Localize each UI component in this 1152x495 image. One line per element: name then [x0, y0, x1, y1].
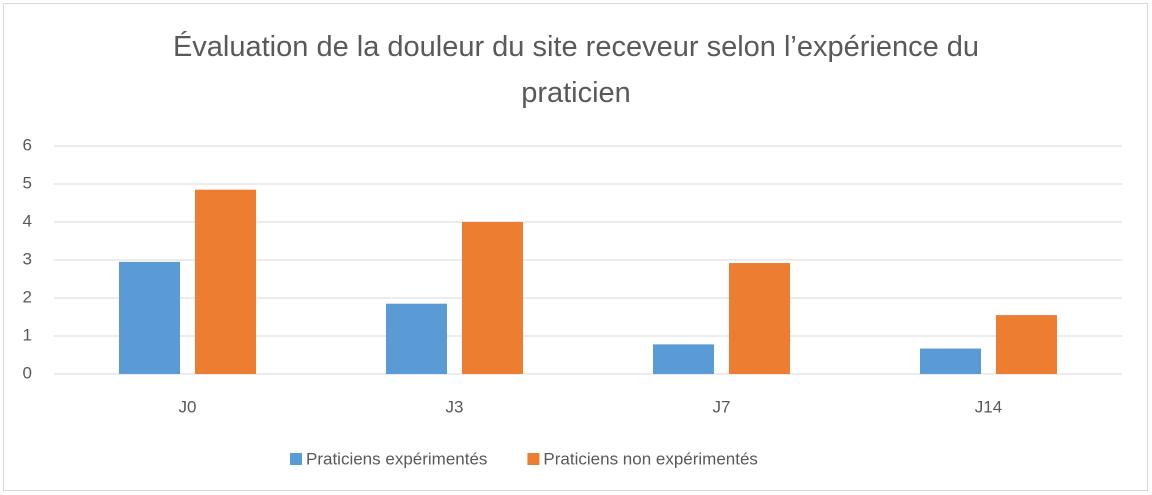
bar: [462, 222, 523, 374]
x-tick-label: J3: [446, 397, 464, 416]
y-tick-label: 0: [23, 363, 32, 382]
x-tick-label: J0: [179, 397, 197, 416]
bar: [996, 315, 1057, 374]
x-tick-label: J7: [713, 397, 731, 416]
y-tick-label: 5: [23, 173, 32, 192]
y-tick-label: 1: [23, 325, 32, 344]
chart-title: Évaluation de la douleur du site receveu…: [172, 31, 980, 109]
bar: [729, 263, 790, 374]
legend-swatch: [290, 453, 302, 465]
bar: [119, 261, 180, 374]
bar: [386, 303, 447, 374]
y-tick-label: 6: [23, 135, 32, 154]
legend-label: Praticiens expérimentés: [306, 449, 487, 468]
legend-swatch: [527, 453, 540, 465]
y-tick-label: 2: [23, 287, 32, 306]
bar: [920, 348, 981, 374]
y-tick-label: 4: [23, 211, 32, 230]
y-tick-label: 3: [23, 249, 32, 268]
x-tick-label: J14: [975, 397, 1002, 416]
title-box: Évaluation de la douleur du site receveu…: [0, 24, 1152, 116]
legend-label: Praticiens non expérimentés: [543, 449, 758, 468]
bar: [195, 189, 256, 374]
bar: [653, 344, 714, 374]
chart-border: [3, 3, 1148, 491]
